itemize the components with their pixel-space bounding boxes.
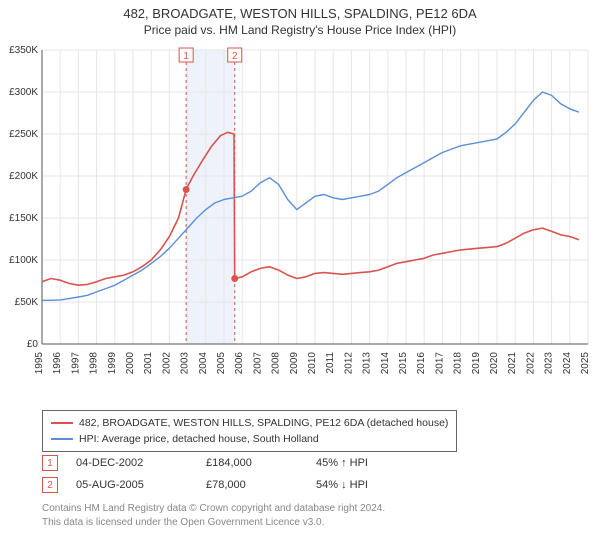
- sale-price: £78,000: [206, 479, 316, 491]
- sale-date: 04-DEC-2002: [76, 457, 206, 469]
- svg-text:£0: £0: [27, 339, 39, 350]
- sale-row: 1 04-DEC-2002£184,00045% ↑ HPI: [42, 452, 426, 474]
- svg-text:2021: 2021: [507, 352, 518, 375]
- svg-text:2014: 2014: [380, 352, 391, 375]
- svg-text:2024: 2024: [562, 352, 573, 375]
- footer-line-1: Contains HM Land Registry data © Crown c…: [42, 502, 385, 516]
- svg-text:2023: 2023: [544, 352, 555, 375]
- svg-text:2004: 2004: [198, 352, 209, 375]
- legend-row: HPI: Average price, detached house, Sout…: [51, 431, 448, 447]
- footer-line-2: This data is licensed under the Open Gov…: [42, 516, 385, 530]
- svg-text:1996: 1996: [52, 352, 63, 375]
- svg-text:2003: 2003: [180, 352, 191, 375]
- svg-text:2009: 2009: [289, 352, 300, 375]
- svg-text:2012: 2012: [343, 352, 354, 375]
- svg-text:£50K: £50K: [15, 297, 39, 308]
- svg-text:£250K: £250K: [9, 129, 38, 140]
- sale-pct: 54% ↓ HPI: [316, 479, 426, 491]
- svg-text:2018: 2018: [453, 352, 464, 375]
- svg-text:2017: 2017: [434, 352, 445, 375]
- svg-text:2013: 2013: [362, 352, 373, 375]
- sales-table: 1 04-DEC-2002£184,00045% ↑ HPI 2 05-AUG-200…: [42, 452, 426, 496]
- svg-text:£150K: £150K: [9, 213, 38, 224]
- svg-text:2016: 2016: [416, 352, 427, 375]
- legend-label: 482, BROADGATE, WESTON HILLS, SPALDING, …: [79, 417, 448, 429]
- svg-text:2015: 2015: [398, 352, 409, 375]
- page-title: 482, BROADGATE, WESTON HILLS, SPALDING, …: [0, 6, 600, 21]
- svg-text:2011: 2011: [325, 352, 336, 374]
- svg-text:2010: 2010: [307, 352, 318, 375]
- svg-text:2002: 2002: [161, 352, 172, 375]
- legend-swatch: [51, 422, 73, 424]
- svg-text:2000: 2000: [125, 352, 136, 375]
- svg-text:2: 2: [232, 51, 238, 62]
- svg-text:£350K: £350K: [9, 45, 38, 56]
- price-chart: £0 £50K £100K £150K £200K £250K £300K £350K 1995…: [0, 44, 600, 400]
- sale-pct: 45% ↑ HPI: [316, 457, 426, 469]
- svg-text:£200K: £200K: [9, 171, 38, 182]
- page-subtitle: Price paid vs. HM Land Registry's House …: [0, 23, 600, 37]
- svg-text:2020: 2020: [489, 352, 500, 375]
- svg-text:1995: 1995: [34, 352, 45, 375]
- svg-text:1997: 1997: [70, 352, 81, 375]
- footer-attribution: Contains HM Land Registry data © Crown c…: [42, 502, 385, 529]
- legend-swatch: [51, 438, 73, 440]
- sale-date: 05-AUG-2005: [76, 479, 206, 491]
- sale-row: 2 05-AUG-2005£78,00054% ↓ HPI: [42, 474, 426, 496]
- chart-legend: 482, BROADGATE, WESTON HILLS, SPALDING, …: [42, 410, 457, 452]
- svg-text:2001: 2001: [143, 352, 154, 375]
- svg-text:1: 1: [183, 51, 189, 62]
- svg-text:£100K: £100K: [9, 255, 38, 266]
- svg-text:2006: 2006: [234, 352, 245, 375]
- svg-text:2008: 2008: [271, 352, 282, 375]
- svg-text:1998: 1998: [89, 352, 100, 375]
- legend-label: HPI: Average price, detached house, Sout…: [79, 433, 319, 445]
- svg-text:2007: 2007: [252, 352, 263, 375]
- sale-badge: 2: [42, 477, 58, 493]
- svg-text:£300K: £300K: [9, 87, 38, 98]
- svg-text:2022: 2022: [525, 352, 536, 375]
- sale-badge: 1: [42, 455, 58, 471]
- svg-text:2019: 2019: [471, 352, 482, 375]
- svg-text:1999: 1999: [107, 352, 118, 375]
- legend-row: 482, BROADGATE, WESTON HILLS, SPALDING, …: [51, 415, 448, 431]
- sale-price: £184,000: [206, 457, 316, 469]
- svg-text:2025: 2025: [580, 352, 591, 375]
- svg-text:2005: 2005: [216, 352, 227, 375]
